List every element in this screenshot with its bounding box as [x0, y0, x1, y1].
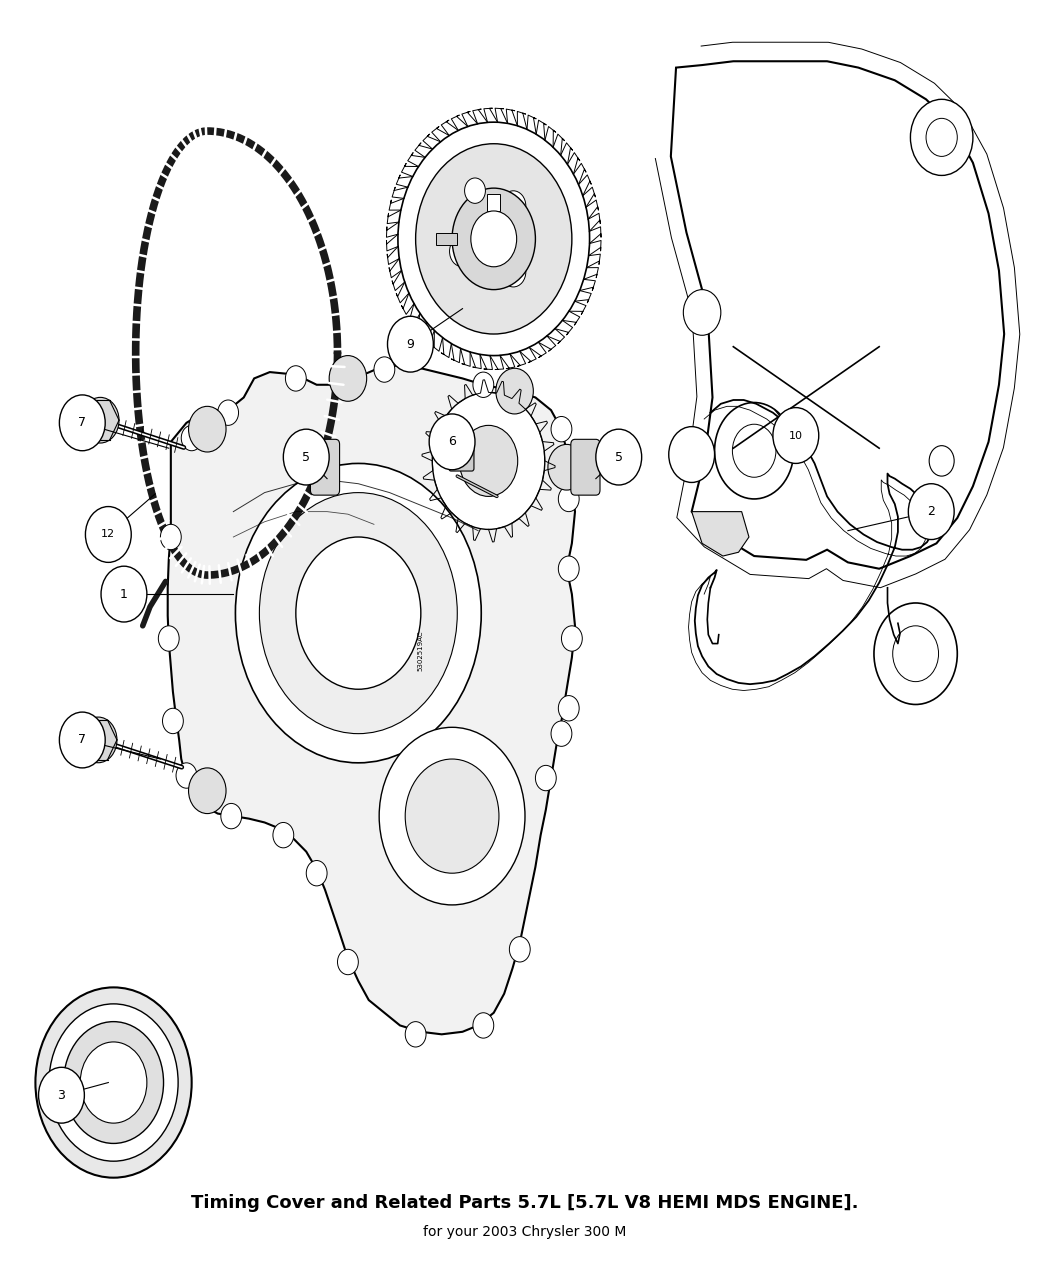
Circle shape — [387, 317, 434, 372]
Circle shape — [405, 759, 499, 873]
Circle shape — [595, 429, 642, 485]
Circle shape — [163, 709, 184, 734]
Text: 12: 12 — [101, 530, 116, 539]
Circle shape — [464, 178, 485, 203]
Circle shape — [284, 429, 329, 485]
Circle shape — [908, 484, 954, 540]
Text: 7: 7 — [79, 733, 86, 747]
FancyBboxPatch shape — [444, 416, 533, 506]
Circle shape — [329, 355, 366, 401]
Circle shape — [501, 190, 526, 221]
Circle shape — [80, 718, 117, 762]
Circle shape — [273, 822, 294, 848]
Circle shape — [337, 949, 358, 974]
Circle shape — [220, 803, 242, 829]
Circle shape — [449, 236, 475, 267]
Circle shape — [82, 397, 119, 443]
FancyBboxPatch shape — [449, 446, 474, 471]
Circle shape — [562, 626, 583, 651]
Circle shape — [259, 493, 458, 734]
Circle shape — [161, 525, 182, 549]
Circle shape — [189, 767, 226, 813]
Text: 3: 3 — [58, 1089, 65, 1102]
Circle shape — [733, 424, 776, 478]
Text: 2: 2 — [927, 506, 936, 518]
Circle shape — [189, 406, 226, 452]
Text: 7: 7 — [79, 416, 86, 429]
Polygon shape — [168, 365, 575, 1034]
Circle shape — [551, 416, 572, 442]
Circle shape — [559, 487, 580, 512]
Circle shape — [39, 1068, 84, 1124]
Circle shape — [429, 414, 475, 470]
Circle shape — [85, 507, 131, 562]
Circle shape — [559, 696, 580, 722]
Circle shape — [60, 713, 105, 767]
Circle shape — [669, 427, 715, 483]
Circle shape — [217, 400, 238, 425]
Circle shape — [453, 188, 536, 290]
Circle shape — [501, 257, 526, 287]
Text: for your 2003 Chrysler 300 M: for your 2003 Chrysler 300 M — [423, 1225, 627, 1239]
FancyBboxPatch shape — [571, 439, 600, 495]
Circle shape — [416, 144, 572, 335]
Circle shape — [176, 762, 196, 788]
Text: 9: 9 — [406, 337, 415, 351]
Text: 10: 10 — [789, 430, 803, 441]
Circle shape — [296, 538, 421, 690]
Text: 5302519AC: 5302519AC — [418, 631, 424, 672]
Circle shape — [80, 1042, 147, 1124]
Circle shape — [536, 765, 556, 790]
Circle shape — [449, 412, 528, 510]
Circle shape — [509, 936, 530, 962]
Circle shape — [398, 123, 590, 355]
Circle shape — [472, 372, 493, 397]
Circle shape — [874, 603, 958, 705]
Circle shape — [926, 119, 958, 156]
Circle shape — [374, 356, 395, 382]
Bar — [437, 232, 458, 245]
Circle shape — [235, 464, 481, 762]
Circle shape — [559, 555, 580, 581]
Circle shape — [773, 407, 819, 464]
FancyBboxPatch shape — [311, 439, 339, 495]
Circle shape — [182, 425, 202, 451]
Text: 6: 6 — [448, 435, 456, 448]
Circle shape — [49, 1004, 178, 1161]
Polygon shape — [692, 512, 749, 555]
Circle shape — [470, 211, 517, 267]
Polygon shape — [671, 61, 1004, 568]
Circle shape — [405, 1022, 426, 1047]
Circle shape — [929, 446, 954, 476]
Circle shape — [715, 402, 794, 499]
Circle shape — [910, 100, 973, 175]
Circle shape — [472, 1013, 493, 1038]
Text: 5: 5 — [614, 451, 623, 464]
Circle shape — [892, 626, 939, 682]
Circle shape — [159, 626, 180, 651]
Circle shape — [684, 290, 721, 336]
Circle shape — [379, 728, 525, 905]
Circle shape — [459, 425, 518, 497]
Polygon shape — [487, 194, 500, 211]
Circle shape — [548, 444, 586, 490]
Circle shape — [286, 365, 307, 391]
Text: 5: 5 — [302, 451, 310, 464]
Circle shape — [60, 395, 105, 451]
Text: Timing Cover and Related Parts 5.7L [5.7L V8 HEMI MDS ENGINE].: Timing Cover and Related Parts 5.7L [5.7… — [191, 1194, 859, 1212]
Circle shape — [433, 392, 545, 530]
Text: 1: 1 — [120, 587, 128, 600]
Circle shape — [496, 368, 533, 414]
Circle shape — [307, 861, 328, 886]
Circle shape — [101, 566, 147, 622]
Circle shape — [64, 1022, 164, 1143]
Circle shape — [36, 987, 192, 1177]
Circle shape — [551, 722, 572, 746]
